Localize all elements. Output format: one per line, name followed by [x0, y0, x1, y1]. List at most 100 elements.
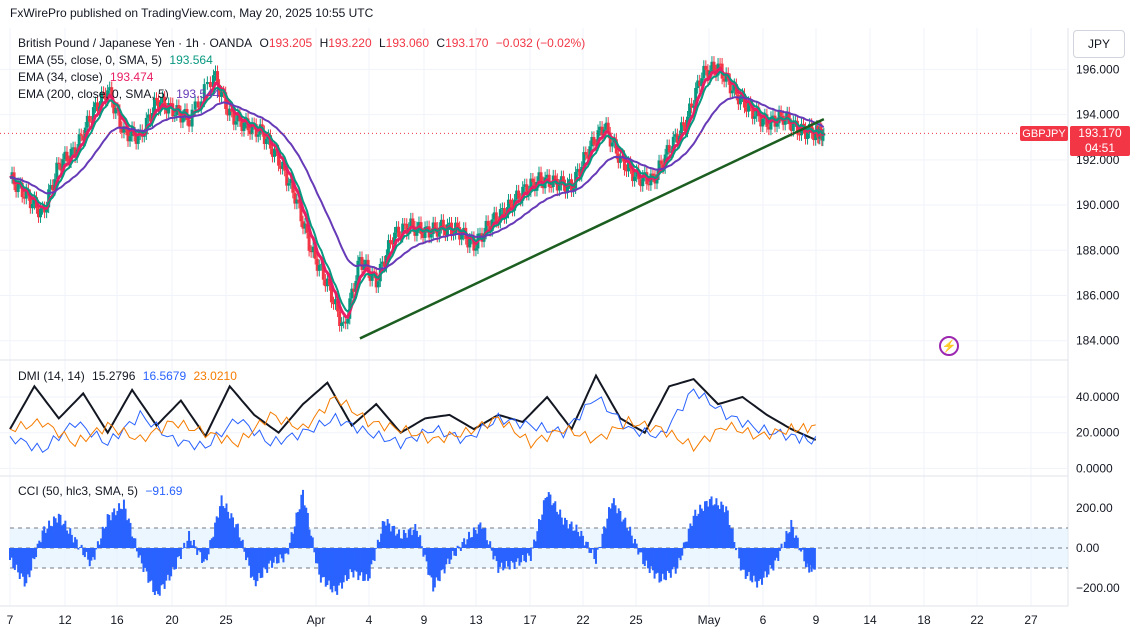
cci-bar	[747, 548, 750, 572]
cci-bar	[760, 548, 763, 585]
cci-bar	[790, 519, 793, 548]
cci-bar	[510, 548, 513, 561]
cci-bar	[440, 548, 443, 571]
candle-body	[704, 65, 708, 70]
candle-body	[100, 92, 104, 107]
dmi-legend[interactable]: DMI (14, 14) 15.2796 16.5679 23.0210	[18, 369, 241, 383]
candle-body	[51, 185, 55, 191]
candle-body	[747, 101, 751, 112]
cci-bar	[181, 548, 184, 549]
cci-bar	[393, 525, 396, 548]
cci-legend[interactable]: CCI (50, hlc3, SMA, 5) −91.69	[18, 484, 186, 498]
cci-bar	[306, 512, 309, 548]
candle-body	[565, 183, 569, 194]
candle-body	[218, 84, 222, 97]
cci-bar	[505, 548, 508, 562]
cci-bar	[249, 548, 252, 578]
candle-body	[814, 129, 818, 141]
cci-bar	[560, 517, 563, 548]
cci-bar	[301, 489, 304, 548]
cci-bar	[189, 540, 192, 548]
cci-bar	[254, 548, 257, 587]
cci-bar	[674, 548, 677, 574]
candle-body	[338, 311, 342, 326]
candle-body	[718, 63, 722, 65]
candle-body	[295, 199, 299, 204]
cci-bar	[35, 548, 38, 558]
candle-body	[230, 108, 234, 112]
cci-bar	[671, 548, 674, 570]
cci-bar	[72, 542, 75, 548]
candle-body	[173, 115, 177, 117]
candle-body	[759, 116, 763, 127]
y-tick-label: 192.000	[1076, 153, 1120, 167]
x-tick-label: 12	[58, 613, 72, 627]
cci-bar	[528, 548, 531, 556]
candle-body	[289, 179, 293, 184]
currency-selector[interactable]: JPY	[1073, 30, 1125, 58]
cci-bar	[318, 548, 321, 575]
cci-bar	[106, 514, 109, 548]
cci-bar	[212, 536, 215, 548]
candle-body	[582, 152, 586, 167]
candle-body	[639, 179, 643, 187]
candle-body	[789, 124, 793, 131]
ema55-line	[9, 70, 824, 314]
candle-body	[539, 172, 543, 183]
ema34-legend[interactable]: EMA (34, close) 193.474	[18, 70, 157, 84]
candle-body	[329, 285, 333, 303]
cci-bar	[199, 548, 202, 553]
cci-bar	[337, 548, 340, 586]
candle-body	[779, 111, 783, 116]
cci-bar	[341, 548, 344, 589]
cci-bar	[290, 532, 293, 548]
candle-body	[148, 114, 152, 122]
cci-bar	[209, 540, 212, 548]
cci-bar	[445, 548, 448, 565]
di-minus-line	[9, 395, 816, 453]
cci-bar	[562, 524, 565, 548]
cci-bar	[171, 548, 174, 568]
candle-body	[563, 185, 567, 194]
cci-bar	[246, 548, 249, 558]
cci-bar	[726, 510, 729, 548]
cci-bar	[118, 503, 121, 548]
cci-bar	[22, 548, 25, 577]
ema55-legend[interactable]: EMA (55, close, 0, SMA, 5) 193.564	[18, 53, 217, 67]
cci-bar	[124, 508, 127, 548]
candle-body	[134, 135, 138, 144]
cci-bar	[515, 548, 518, 562]
cci-bar	[596, 548, 599, 550]
ema200-legend[interactable]: EMA (200, close, 0, SMA, 5) 193.544	[18, 87, 223, 101]
cci-bar	[780, 543, 783, 548]
cci-bar	[458, 546, 461, 548]
cci-bar	[777, 548, 780, 561]
cci-bar	[18, 548, 21, 579]
cci-bar	[210, 538, 213, 548]
cci-bar	[573, 530, 576, 548]
candle-body	[665, 145, 669, 155]
cci-bar	[214, 522, 217, 548]
cci-bar	[454, 548, 457, 556]
cci-bar	[46, 528, 49, 548]
cci-bar	[414, 524, 417, 548]
cci-bar	[787, 533, 790, 548]
cci-bar	[391, 526, 394, 548]
candle-body	[55, 162, 59, 180]
candle-body	[588, 146, 592, 159]
cci-bar	[712, 505, 715, 548]
cci-bar	[202, 548, 205, 562]
ema34-line	[9, 66, 825, 320]
candle-body	[769, 116, 773, 130]
cci-bar	[132, 538, 135, 548]
cci-bar	[420, 546, 423, 548]
cci-bar	[673, 548, 676, 567]
candle-body	[606, 122, 610, 133]
candle-body	[437, 227, 441, 237]
candle-body	[523, 184, 527, 187]
flash-icon[interactable]: ⚡	[939, 336, 959, 356]
cci-bar	[650, 548, 653, 567]
candle-body	[738, 96, 742, 105]
cci-value: −91.69	[145, 484, 183, 498]
